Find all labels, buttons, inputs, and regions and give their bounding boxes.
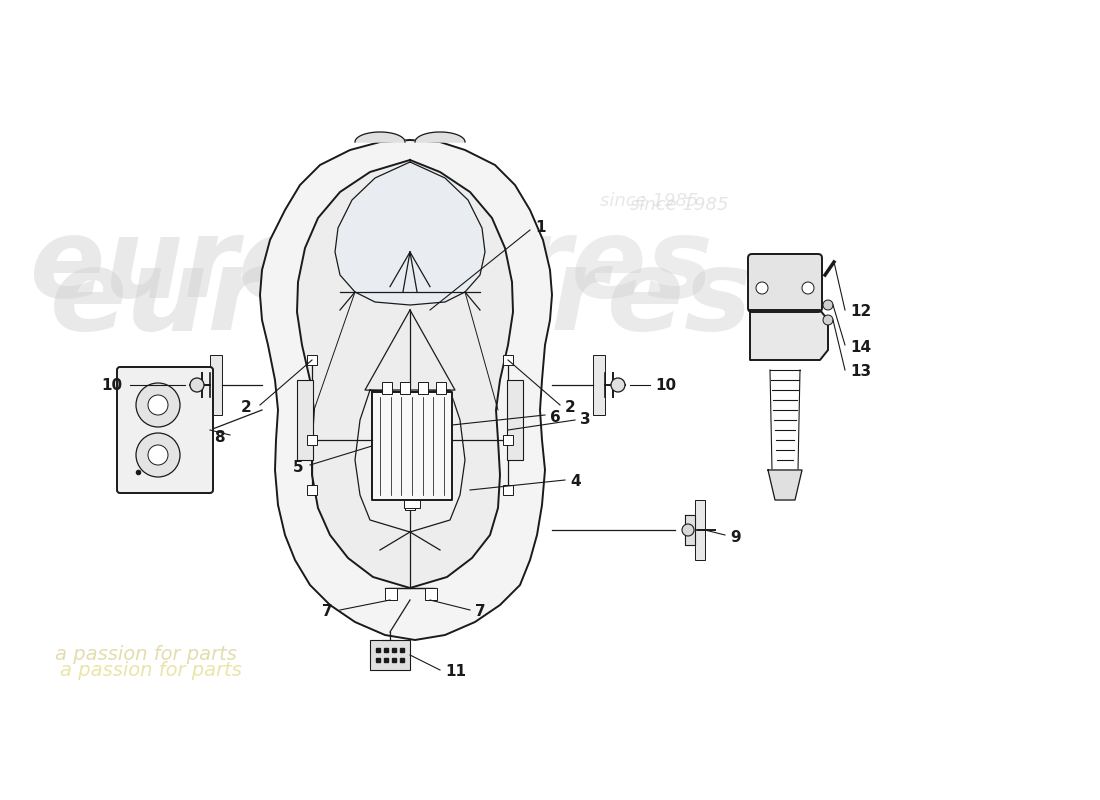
Text: 10: 10 <box>654 378 676 393</box>
Text: tfares: tfares <box>370 243 752 354</box>
Circle shape <box>148 445 168 465</box>
Text: a passion for parts: a passion for parts <box>55 645 236 664</box>
Text: euro: euro <box>50 243 343 354</box>
Circle shape <box>148 395 168 415</box>
Text: 5: 5 <box>293 459 303 474</box>
Text: tfares: tfares <box>340 213 713 320</box>
Text: 1: 1 <box>535 221 546 235</box>
Polygon shape <box>260 140 552 640</box>
Bar <box>385 588 397 600</box>
Text: 3: 3 <box>580 413 591 427</box>
FancyBboxPatch shape <box>748 254 822 312</box>
Bar <box>404 500 420 508</box>
Text: 9: 9 <box>730 530 740 545</box>
Circle shape <box>136 383 180 427</box>
Bar <box>405 500 415 510</box>
Text: 12: 12 <box>850 305 871 319</box>
Text: 10: 10 <box>101 378 122 393</box>
Polygon shape <box>750 310 828 360</box>
Text: 7: 7 <box>475 605 485 619</box>
Text: 6: 6 <box>550 410 561 425</box>
Bar <box>418 382 428 394</box>
Bar <box>297 380 313 460</box>
Bar <box>436 382 446 394</box>
Text: 7: 7 <box>322 605 333 619</box>
Circle shape <box>190 378 204 392</box>
Polygon shape <box>355 390 465 532</box>
Text: 2: 2 <box>241 399 252 414</box>
Bar <box>425 588 437 600</box>
Text: 11: 11 <box>446 665 466 679</box>
Text: euro: euro <box>30 213 316 320</box>
Circle shape <box>136 433 180 477</box>
Circle shape <box>823 300 833 310</box>
Polygon shape <box>372 392 452 500</box>
Text: a passion for parts: a passion for parts <box>60 661 242 680</box>
Text: 14: 14 <box>850 339 871 354</box>
Text: 13: 13 <box>850 365 871 379</box>
Bar <box>210 355 222 415</box>
Polygon shape <box>415 132 465 142</box>
Bar <box>695 500 705 560</box>
Circle shape <box>802 282 814 294</box>
Bar <box>503 435 513 445</box>
Circle shape <box>756 282 768 294</box>
Polygon shape <box>297 160 513 588</box>
Circle shape <box>610 378 625 392</box>
FancyBboxPatch shape <box>117 367 213 493</box>
Bar <box>593 355 605 415</box>
Polygon shape <box>768 470 802 500</box>
Bar <box>370 640 410 670</box>
Bar <box>307 435 317 445</box>
Polygon shape <box>336 162 485 305</box>
Polygon shape <box>685 515 695 545</box>
Bar <box>507 380 522 460</box>
Bar <box>307 485 317 495</box>
Circle shape <box>682 524 694 536</box>
Bar <box>307 355 317 365</box>
Text: since 1985: since 1985 <box>600 192 698 210</box>
Polygon shape <box>355 132 405 142</box>
Text: 2: 2 <box>565 399 575 414</box>
Bar <box>503 485 513 495</box>
Bar <box>503 355 513 365</box>
Text: 4: 4 <box>570 474 581 490</box>
Text: 8: 8 <box>214 430 225 445</box>
Text: since 1985: since 1985 <box>630 196 728 214</box>
Bar <box>382 382 392 394</box>
Circle shape <box>823 315 833 325</box>
Bar <box>400 382 410 394</box>
